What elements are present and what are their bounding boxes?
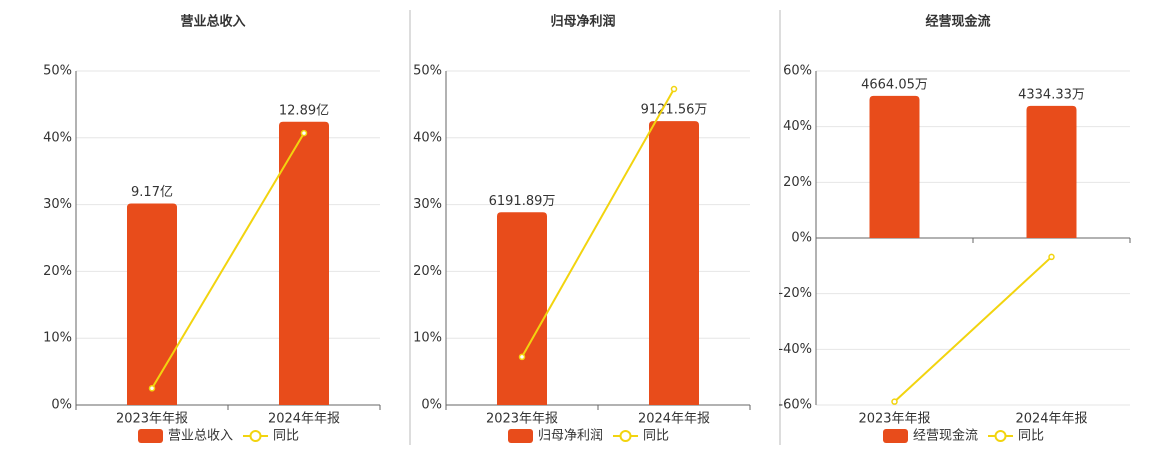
bar xyxy=(127,203,177,405)
y-tick-label: 20% xyxy=(413,264,442,279)
legend-label: 同比 xyxy=(1018,429,1044,444)
legend-swatch xyxy=(508,429,533,443)
y-tick-label: 30% xyxy=(413,197,442,212)
legend-marker xyxy=(249,430,262,442)
y-tick-label: -20% xyxy=(778,286,812,301)
y-tick-label: 50% xyxy=(413,64,442,79)
chart-title: 营业总收入 xyxy=(180,14,245,30)
value-label: 12.89亿 xyxy=(279,103,329,118)
line xyxy=(151,132,305,389)
legend-swatch xyxy=(883,429,908,443)
y-tick-label: 50% xyxy=(43,64,72,79)
y-tick-label: -40% xyxy=(778,342,812,357)
y-tick-label: 0% xyxy=(421,398,442,413)
chart-title: 经营现金流 xyxy=(925,14,990,30)
x-tick-label: 2023年年报 xyxy=(486,412,558,427)
line-point xyxy=(300,129,308,137)
value-label: 4664.05万 xyxy=(861,77,928,92)
legend-swatch xyxy=(138,429,163,443)
legend-label: 归母净利润 xyxy=(538,429,603,444)
x-tick-label: 2024年年报 xyxy=(638,412,710,427)
line xyxy=(893,256,1053,403)
bar xyxy=(649,121,699,405)
value-label: 9.17亿 xyxy=(131,185,173,200)
y-tick-label: 40% xyxy=(43,130,72,145)
line-point xyxy=(148,385,156,392)
y-tick-label: 30% xyxy=(43,197,72,212)
y-tick-label: -60% xyxy=(778,398,812,413)
y-tick-label: 10% xyxy=(413,331,442,346)
y-tick-label: 40% xyxy=(783,119,812,134)
legend-label: 经营现金流 xyxy=(913,428,978,444)
bar xyxy=(279,121,329,405)
y-tick-label: 60% xyxy=(783,64,812,79)
y-tick-label: 20% xyxy=(43,264,72,279)
x-tick-label: 2023年年报 xyxy=(858,412,930,427)
x-tick-label: 2024年年报 xyxy=(1015,412,1087,427)
y-tick-label: 0% xyxy=(791,231,812,246)
line-point xyxy=(518,353,526,361)
line-point xyxy=(670,85,678,93)
bar xyxy=(869,95,920,238)
value-label: 4334.33万 xyxy=(1018,87,1085,102)
bar xyxy=(1026,105,1077,238)
y-tick-label: 20% xyxy=(783,175,812,190)
y-tick-label: 0% xyxy=(51,398,72,413)
line-point xyxy=(891,398,898,405)
legend-marker xyxy=(619,430,632,442)
line xyxy=(521,88,675,358)
y-tick-label: 40% xyxy=(413,130,442,145)
x-tick-label: 2024年年报 xyxy=(268,412,340,427)
legend-marker xyxy=(994,430,1007,442)
line-point xyxy=(1048,253,1055,261)
legend-label: 同比 xyxy=(643,429,669,444)
chart-title: 归母净利润 xyxy=(550,14,615,30)
x-tick-label: 2023年年报 xyxy=(116,412,188,427)
value-label: 9121.56万 xyxy=(641,103,708,118)
legend-label: 同比 xyxy=(273,429,299,444)
legend-label: 营业总收入 xyxy=(168,429,233,444)
y-tick-label: 10% xyxy=(43,331,72,346)
value-label: 6191.89万 xyxy=(489,194,556,209)
bar xyxy=(497,212,547,405)
